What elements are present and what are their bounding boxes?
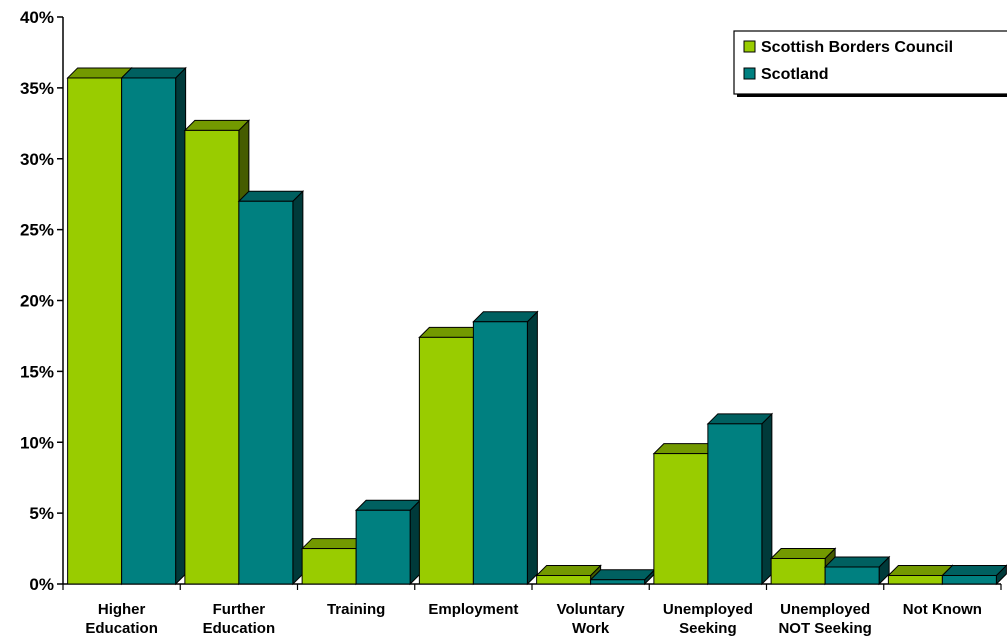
x-tick-label-line: Work	[572, 620, 610, 637]
bar-top	[941, 564, 1007, 576]
y-tick-label: 10%	[20, 433, 54, 452]
bar-top	[66, 67, 133, 79]
bar-top	[769, 547, 837, 559]
x-tick-label: Voluntary Work	[557, 601, 626, 637]
bar-front	[418, 336, 474, 585]
bar-top	[706, 413, 774, 425]
bar-front	[770, 557, 826, 585]
x-tick-label-line: Seeking	[679, 620, 737, 637]
x-tick-label: Further Education	[203, 601, 276, 637]
bar-top	[183, 119, 251, 131]
bar-side	[292, 190, 304, 586]
bar-front	[238, 200, 294, 585]
bar-top	[237, 190, 305, 202]
chart-legend: Scottish Borders Council Scotland	[733, 30, 1007, 97]
x-tick-label-line: Unemployed	[663, 601, 753, 618]
bar-side	[526, 310, 538, 586]
legend-label: Scotland	[761, 66, 829, 83]
bar-1-3	[472, 310, 539, 586]
x-tick-label-line: Not Known	[903, 601, 982, 618]
bar-top	[472, 311, 539, 323]
bar-1-4	[589, 568, 656, 586]
bar-front	[941, 574, 997, 585]
bar-front	[707, 423, 763, 585]
bar-front	[355, 509, 411, 585]
x-tick-label-line: Education	[203, 620, 276, 637]
y-tick-label: 20%	[20, 292, 54, 311]
legend-box	[733, 30, 1007, 95]
x-tick-label-line: Further	[213, 601, 266, 618]
bar-side	[761, 412, 773, 586]
x-tick-label: Unemployed NOT Seeking	[778, 601, 871, 637]
bar-front	[887, 574, 943, 585]
y-tick-label: 15%	[20, 362, 54, 381]
bar-side	[409, 499, 421, 586]
bar-front	[824, 566, 880, 585]
bar-front	[301, 548, 357, 585]
x-tick-label-line: Higher	[98, 601, 146, 618]
bar-1-2	[354, 499, 422, 586]
y-tick-label: 0%	[29, 575, 54, 594]
legend-swatch	[743, 40, 756, 53]
chart-labels: 0% 5% 10% 15% 20% 25% 30% 35% 40% Higher Education…	[20, 8, 982, 637]
bar-1-7	[941, 564, 1007, 586]
x-tick-label-line: Education	[85, 620, 158, 637]
bar-1-0	[120, 66, 187, 586]
bar-top	[120, 67, 187, 79]
bar-front	[184, 129, 240, 585]
legend-label: Scottish Borders Council	[761, 39, 953, 56]
x-tick-label: Higher Education	[85, 601, 158, 637]
bar-front	[590, 579, 646, 585]
bar-top	[823, 556, 891, 568]
x-tick-label: Unemployed Seeking	[663, 601, 753, 637]
x-tick-label-line: Training	[327, 601, 385, 618]
x-tick-label-line: Unemployed	[780, 601, 870, 618]
bar-front	[67, 77, 123, 585]
bar-top	[589, 569, 656, 581]
x-tick-label: Training	[327, 601, 385, 618]
x-tick-label: Not Known	[903, 601, 982, 618]
bar-front	[536, 574, 592, 585]
x-tick-label-line: NOT Seeking	[778, 620, 871, 637]
bar-top	[535, 564, 602, 576]
y-tick-label: 25%	[20, 221, 54, 240]
bar-side	[175, 66, 187, 586]
y-tick-label: 40%	[20, 8, 54, 27]
x-tick-label: Employment	[428, 601, 518, 618]
y-tick-label: 30%	[20, 150, 54, 169]
bar-front	[472, 321, 528, 585]
y-tick-label: 5%	[29, 504, 54, 523]
x-tick-label-line: Voluntary	[557, 601, 626, 618]
bar-1-5	[706, 412, 774, 586]
bar-front	[653, 453, 709, 585]
legend-swatch	[743, 67, 756, 80]
bar-front	[121, 77, 177, 585]
bar-1-6	[823, 555, 891, 586]
y-tick-label: 35%	[20, 79, 54, 98]
bar-top	[354, 499, 422, 511]
chart-bars	[66, 66, 1007, 586]
bar-1-1	[237, 190, 305, 586]
x-tick-label-line: Employment	[428, 601, 518, 618]
bar-top	[887, 564, 954, 576]
